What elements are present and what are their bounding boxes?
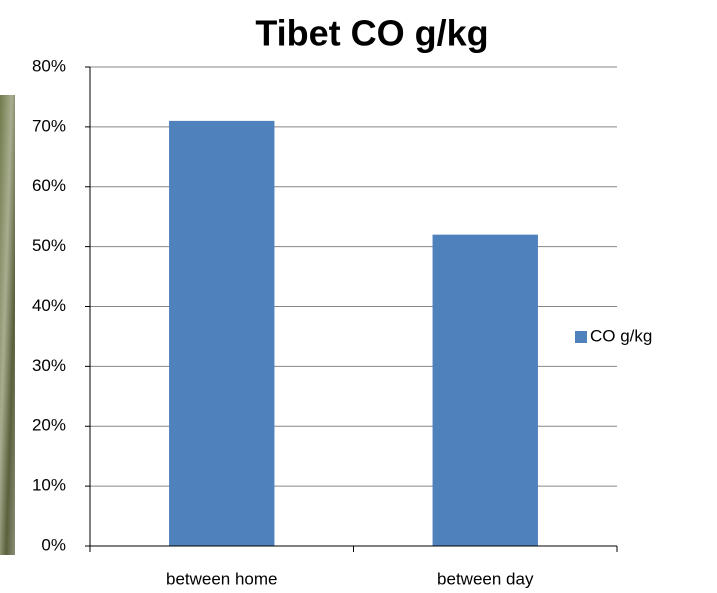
y-tick-label: 80%: [32, 56, 66, 75]
y-tick-label: 10%: [32, 476, 66, 495]
legend-swatch: [575, 331, 587, 343]
y-tick-label: 40%: [32, 296, 66, 315]
bar: [432, 234, 538, 546]
y-tick-label: 60%: [32, 176, 66, 195]
x-tick-label: between day: [437, 569, 534, 588]
y-tick-label: 20%: [32, 416, 66, 435]
y-tick-label: 30%: [32, 356, 66, 375]
legend-label: CO g/kg: [590, 326, 652, 345]
x-tick-label: between home: [166, 569, 278, 588]
y-tick-label: 50%: [32, 236, 66, 255]
background-photo: [0, 95, 15, 555]
chart-title: Tibet CO g/kg: [255, 13, 488, 54]
y-tick-label: 0%: [41, 535, 66, 554]
bar: [169, 120, 275, 546]
y-tick-label: 70%: [32, 116, 66, 135]
